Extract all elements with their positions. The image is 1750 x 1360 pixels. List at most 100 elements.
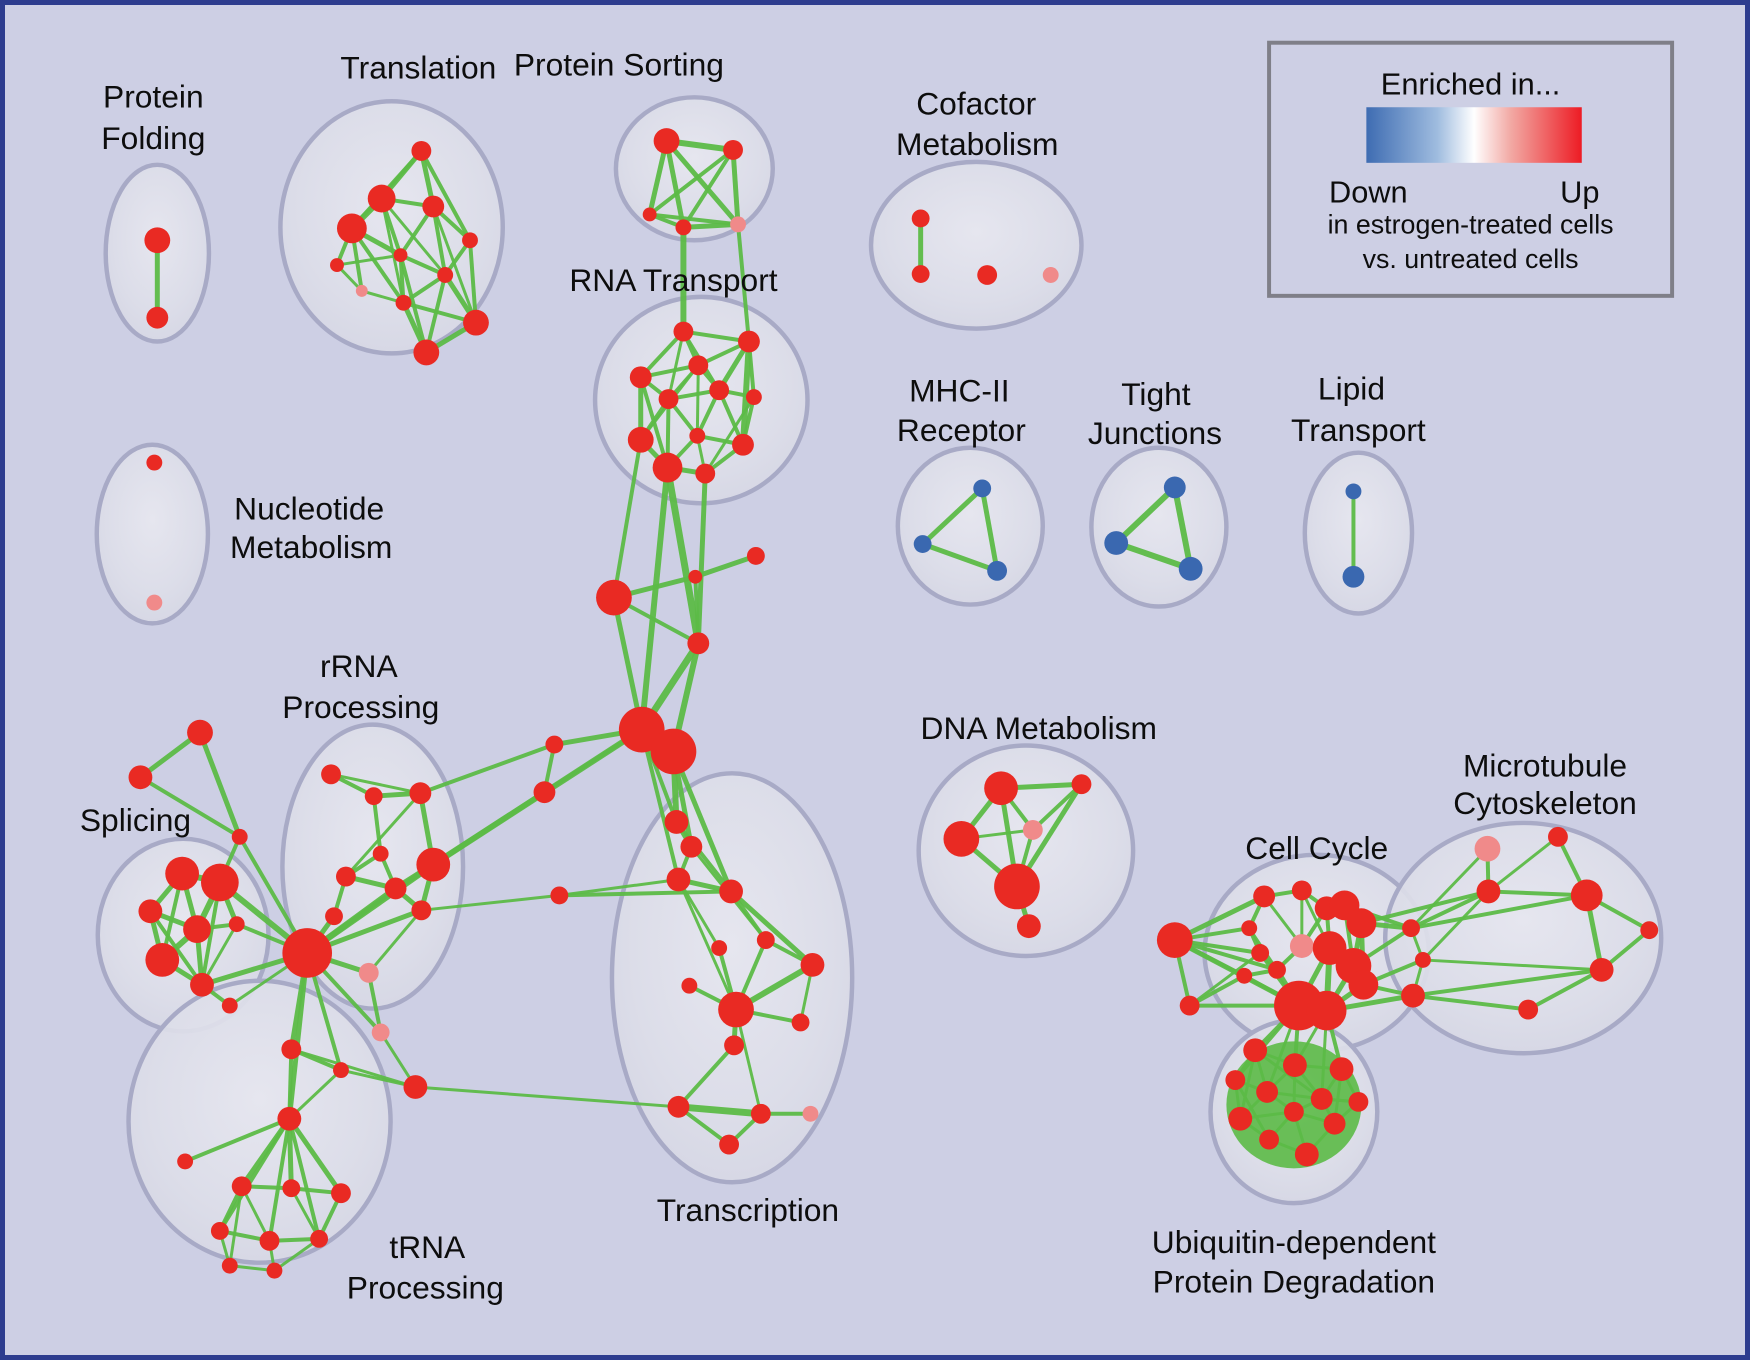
edge-protein_sorting	[681, 148, 735, 229]
cluster-label-lipid_transport: Transport	[1291, 412, 1426, 448]
gene-set-node-trna_processing	[221, 1257, 238, 1274]
edge-trna_processing	[228, 1186, 244, 1266]
gene-set-node-ubiquitin_degradation	[1329, 1057, 1354, 1082]
edge-trna_processing	[290, 1187, 321, 1240]
edge-rrna_processing	[344, 792, 422, 878]
gene-set-node-ubiquitin_degradation	[1228, 1106, 1253, 1131]
edge-microtubule_cytoskeleton	[1488, 889, 1587, 898]
edge-rrna_processing	[290, 1047, 416, 1089]
gene-set-node-splicing	[200, 863, 239, 902]
gene-set-node-trna_processing	[277, 1106, 302, 1131]
cluster-ellipse-tight_junctions	[1089, 445, 1229, 609]
gene-set-node-cofactor_metabolism	[1042, 267, 1059, 283]
gene-set-node-translation	[336, 213, 367, 244]
gene-set-node-rna_transport	[745, 389, 762, 406]
gene-set-node-ubiquitin_degradation	[1225, 1070, 1246, 1090]
cluster-label-protein_folding: Folding	[101, 120, 205, 156]
cluster-label-nucleotide_metabolism: Metabolism	[230, 529, 392, 565]
gene-set-node-protein_sorting	[675, 219, 692, 236]
gene-set-node-microtubule_cytoskeleton	[1476, 879, 1501, 904]
edge-rrna_processing	[366, 972, 383, 1033]
edge-trna_processing	[273, 1237, 320, 1272]
edge-microtubule_cytoskeleton	[1422, 958, 1602, 972]
edge-mhc_ii_receptor	[979, 487, 1000, 572]
gene-set-node-trna_processing	[259, 1230, 280, 1251]
gene-set-node-rna_transport	[732, 433, 754, 456]
cluster-label-ubiquitin_degradation: Protein Degradation	[1153, 1264, 1435, 1300]
gene-set-node-central_connectors	[687, 632, 710, 655]
gene-set-node-splicing	[187, 719, 213, 746]
gene-set-node-rna_transport	[673, 321, 694, 342]
cluster-labels-layer: Protein Folding Translation Protein Sorting…	[80, 47, 1637, 1306]
gene-set-node-microtubule_cytoskeleton	[1548, 826, 1568, 847]
gene-set-node-trna_processing	[177, 1153, 194, 1170]
edge-microtubule_cytoskeleton	[1487, 835, 1559, 893]
edge-cell_cycle	[1188, 951, 1262, 1007]
edge-translation	[336, 253, 401, 267]
gene-set-node-translation	[367, 184, 396, 213]
edge-rna_transport	[667, 331, 685, 400]
gene-set-node-protein_sorting	[653, 128, 680, 154]
legend: Enriched in... Down Up in estrogen-treat…	[1267, 40, 1675, 298]
network-canvas: Protein Folding Translation Protein Sorting…	[80, 40, 1675, 1306]
cluster-ellipse-transcription	[609, 771, 855, 1185]
cluster-label-microtubule_cytoskeleton: Microtubule	[1463, 747, 1627, 783]
gene-set-node-transcription	[711, 940, 728, 956]
gene-set-node-protein_folding	[146, 306, 169, 329]
edge-link-rna_transport-central_connectors	[695, 473, 708, 644]
edge-link-rrna_processing-trna_processing	[286, 952, 310, 1120]
gene-set-node-cell_cycle	[1268, 960, 1286, 979]
gene-set-node-rrna_processing	[403, 1075, 428, 1099]
gene-set-node-rrna_processing	[364, 787, 383, 806]
gene-set-node-ubiquitin_degradation	[1348, 1091, 1369, 1112]
gene-set-node-protein_folding	[144, 227, 171, 254]
legend-box	[1267, 40, 1675, 298]
edge-trna_processing	[287, 1118, 322, 1240]
gene-set-node-rrna_processing	[333, 1062, 349, 1079]
edge-dna_metabolism	[1031, 782, 1083, 832]
gene-set-node-translation	[437, 267, 454, 283]
gene-set-node-transcription	[724, 1035, 744, 1056]
cluster-label-protein_folding: Protein	[103, 78, 204, 114]
cluster-label-trna_processing: Processing	[347, 1270, 504, 1306]
gene-set-node-rna_transport	[627, 426, 654, 453]
edge-tight_junctions	[1114, 485, 1177, 546]
gene-set-node-microtubule_cytoskeleton	[1589, 957, 1614, 982]
gene-set-node-rrna_processing	[416, 847, 451, 882]
gene-set-node-protein_sorting	[730, 216, 746, 233]
edge-transcription	[676, 1043, 736, 1109]
gene-set-node-central_connectors	[746, 546, 765, 565]
gene-set-node-dna_metabolism	[1016, 914, 1041, 939]
gene-set-node-rna_transport	[709, 380, 730, 401]
gene-set-node-cell_cycle	[1241, 920, 1258, 937]
edge-link-rna_transport-central_connectors	[638, 467, 671, 730]
edge-translation	[468, 240, 478, 323]
gene-set-node-transcription	[664, 810, 689, 834]
edge-splicing	[139, 775, 241, 839]
cluster-ellipse-cofactor_metabolism	[868, 159, 1084, 331]
edge-protein_sorting	[730, 149, 741, 225]
gene-set-node-mhc_ii_receptor	[987, 560, 1008, 581]
cluster-label-cofactor_metabolism: Metabolism	[896, 126, 1058, 162]
cluster-label-transcription: Transcription	[657, 1192, 839, 1228]
gene-set-node-translation	[462, 232, 478, 249]
cluster-label-cell_cycle: Cell Cycle	[1245, 830, 1388, 866]
gene-set-node-lipid_transport	[1345, 483, 1362, 500]
cluster-label-dna_metabolism: DNA Metabolism	[921, 710, 1157, 746]
edge-translation	[380, 198, 405, 304]
edge-microtubule_cytoskeleton	[1410, 893, 1588, 931]
edge-microtubule_cytoskeleton	[1421, 890, 1490, 961]
edge-link-protein_sorting-rna_transport	[736, 224, 751, 342]
cluster-label-rrna_processing: rRNA	[320, 648, 398, 684]
gene-set-node-dna_metabolism	[984, 771, 1018, 806]
gene-set-node-splicing	[145, 943, 180, 977]
gene-set-node-trna_processing	[331, 1183, 351, 1204]
gene-set-node-central_connectors	[533, 781, 556, 804]
edge-link-rna_transport-central_connectors	[664, 466, 702, 644]
edge-trna_processing	[218, 1117, 292, 1232]
gene-set-node-microtubule_cytoskeleton	[1474, 835, 1501, 862]
edge-link-central_connectors-transcription	[639, 729, 681, 880]
gene-set-node-cell_cycle	[1306, 990, 1347, 1031]
gene-set-node-cofactor_metabolism	[911, 265, 930, 283]
gene-set-node-translation	[355, 284, 368, 297]
